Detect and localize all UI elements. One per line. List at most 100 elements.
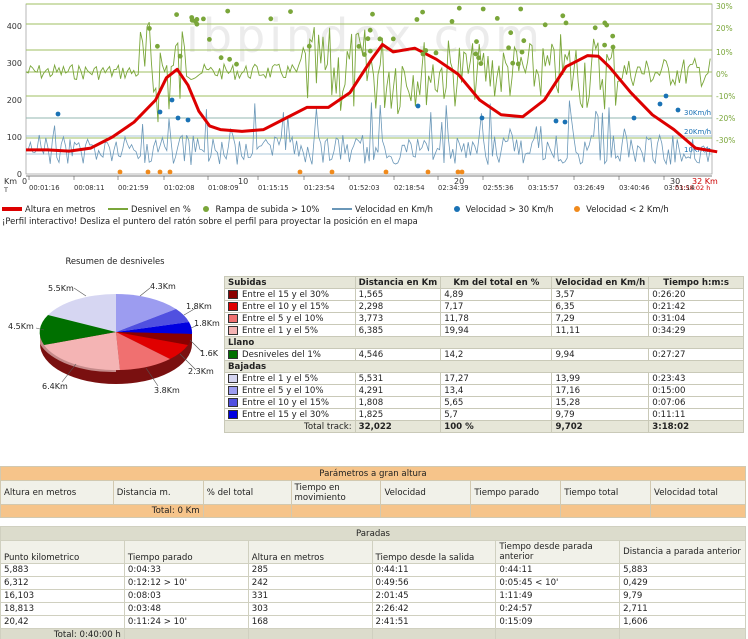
rampa-point [515, 61, 521, 67]
pie-slice-subida-1-5 [44, 332, 120, 371]
cell: 285 [247, 563, 373, 577]
time-tick-label: 01:02:08 [164, 184, 195, 192]
slope-pie-chart: 5.5Km 4.3Km 1.8Km 1.8Km 1.6K 2.3Km 3.8Km… [0, 270, 225, 410]
color-swatch [228, 409, 238, 419]
fast-point [175, 115, 181, 121]
fast-point [55, 111, 61, 117]
cell: 0:15:00 [648, 384, 744, 397]
rampa-point [476, 55, 481, 61]
rampa-point [473, 51, 479, 57]
cell: 9,79 [619, 589, 746, 603]
fast-point [675, 107, 681, 113]
cell: 2,711 [619, 602, 746, 616]
column-header: Punto kilometrico [0, 540, 125, 564]
rampa-point [268, 16, 274, 22]
cell: 5,883 [619, 563, 746, 577]
total-cell: 9,702 [551, 420, 650, 433]
end-time-label: 03:58:02 h [675, 184, 710, 192]
table-row: Entre el 15 y el 30% 1,825 5,7 9,79 0:11… [224, 408, 744, 421]
legend-rampa: Rampa de subida > 10% [203, 203, 319, 214]
time-tick-label: 03:51:14 [664, 184, 695, 192]
column-header: % del total [202, 480, 292, 505]
rampa-point [177, 53, 183, 59]
table-row: Entre el 5 y el 10% 3,773 11,78 7,29 0:3… [224, 312, 744, 325]
pie-slice-bajada-10-15 [116, 309, 189, 332]
column-header: Tiempo parado [470, 480, 562, 505]
fast-point [157, 109, 163, 115]
stops-title: Paradas [0, 526, 746, 541]
cell: 5,65 [440, 396, 553, 409]
altitude-params-title: Parámetros a gran altura [0, 466, 746, 481]
column-header: Altura en metros [0, 480, 114, 505]
rampa-point [602, 42, 607, 48]
interactive-note: ¡Perfil interactivo! Desliza el puntero … [2, 216, 418, 226]
slope-tick-label: -30% [716, 136, 735, 145]
elevation-profile-chart[interactable]: ibpindex.com 400 300 200 100 0 30% 20% 10% 0% -10%… [0, 0, 748, 196]
rampa-point [474, 39, 479, 44]
section-row-llano: Llano [224, 336, 744, 349]
rampa-point [563, 20, 569, 26]
cell: 3,773 [354, 312, 442, 325]
x-km-tick: 20 [454, 177, 464, 186]
pie-slice-llano [39, 315, 116, 345]
time-tick-label: 03:15:57 [528, 184, 559, 192]
slow-point [383, 169, 389, 175]
row-label: Entre el 5 y el 10% [242, 313, 324, 324]
time-tick-label: 00:21:59 [118, 184, 149, 192]
total-label: Total: 0:40:00 h [0, 628, 125, 639]
time-tick-label: 01:15:15 [258, 184, 289, 192]
cell: 15,28 [551, 396, 650, 409]
cell: 4,89 [440, 288, 553, 301]
table-row: Entre el 10 y el 15% 1,808 5,65 15,28 0:… [224, 396, 744, 409]
summary-header: Tiempo h:m:s [648, 276, 744, 289]
fast-point [169, 97, 175, 103]
rampa-point [367, 27, 373, 33]
legend-altitude: Altura en metros [2, 203, 95, 214]
slow-point [455, 169, 461, 175]
cell: 6,35 [551, 300, 650, 313]
slope-series-line [25, 22, 711, 123]
rampa-point [480, 6, 486, 12]
pie-slice-subida-5-10 [116, 332, 170, 370]
legend-slow: Velocidad < 2 Km/h [566, 203, 669, 214]
table-row: 18,813 0:03:48 303 2:26:42 0:24:57 2,711 [0, 602, 746, 616]
column-header: Tiempo total [560, 480, 652, 505]
table-row: Entre el 1 y el 5% 5,531 17,27 13,99 0:2… [224, 372, 744, 385]
rampa-point [518, 6, 524, 12]
total-label: Total track: [224, 420, 356, 433]
time-tick-label: 03:40:46 [619, 184, 650, 192]
profile-svg[interactable]: ibpindex.com400300200100030%20%10%0%-10%… [0, 0, 748, 196]
summary-header: Km del total en % [440, 276, 553, 289]
rampa-point [510, 60, 516, 66]
altitude-params-header-row: Altura en metros Distancia m. % del tota… [0, 480, 746, 505]
cell: 11,11 [551, 324, 650, 337]
cell: 5,883 [0, 563, 125, 577]
slope-tick-label: 30% [716, 2, 733, 11]
stops-table: Paradas Punto kilometrico Tiempo parado … [0, 526, 746, 639]
summary-header: Subidas [224, 276, 356, 289]
cell: 0:24:57 [495, 602, 621, 616]
legend-speed: Velocidad en Km/h [332, 203, 433, 214]
slope-tick-label: 10% [716, 48, 733, 57]
cell: 1,565 [354, 288, 442, 301]
color-swatch [228, 313, 238, 323]
table-row: Desniveles del 1% 4,546 14,2 9,94 0:27:2… [224, 348, 744, 361]
cell: 7,17 [440, 300, 553, 313]
cell: 14,2 [440, 348, 553, 361]
slow-point [459, 169, 465, 175]
column-header: Velocidad [380, 480, 472, 505]
pie-label: 3.8Km [154, 386, 180, 395]
rampa-point [420, 51, 426, 57]
summary-header: Velocidad en Km/h [551, 276, 650, 289]
x-axis-unit: Km [4, 177, 17, 186]
speed-scale-label: 30Km/h [684, 109, 711, 117]
fast-point [657, 101, 663, 107]
cell: 0:44:11 [371, 563, 497, 577]
rampa-point [592, 25, 598, 31]
cell: 168 [247, 615, 373, 629]
rampa-point [506, 45, 511, 51]
cell: 0:49:56 [371, 576, 497, 590]
y-tick-label: 0 [17, 170, 22, 179]
speed-scale-label: 20Km/h [684, 128, 711, 136]
fast-point [415, 103, 421, 109]
